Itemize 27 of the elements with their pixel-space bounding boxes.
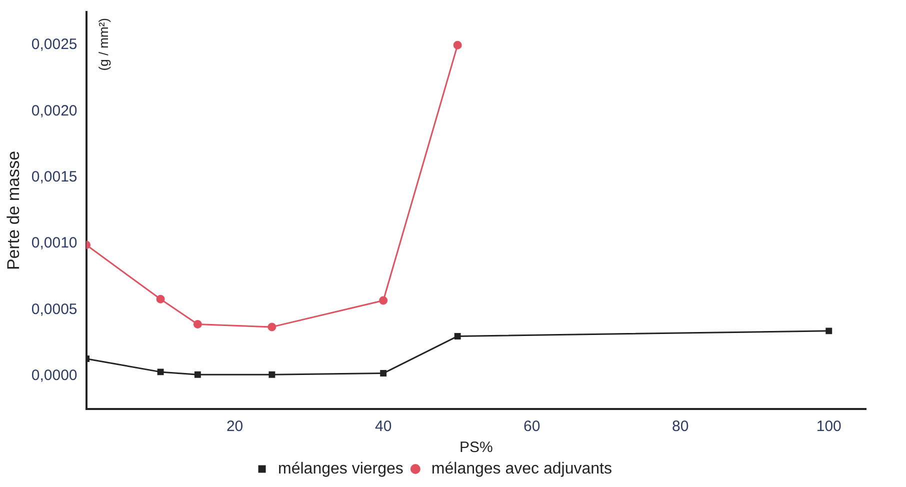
y-tick-label: 0,0010	[31, 234, 78, 252]
legend-label: mélanges vierges	[278, 460, 404, 478]
x-tick-label: 100	[816, 418, 842, 436]
x-tick-label: 80	[672, 418, 689, 436]
legend-label: mélanges avec adjuvants	[431, 460, 612, 478]
x-tick-label: 40	[374, 418, 392, 436]
point	[156, 294, 165, 304]
point	[454, 332, 461, 340]
point	[379, 296, 388, 305]
point	[453, 40, 462, 50]
y-tick-label: 0,0000	[31, 367, 78, 384]
x-axis-title: PS%	[459, 439, 493, 456]
point	[268, 371, 276, 378]
point	[193, 320, 202, 329]
point	[157, 368, 164, 376]
point	[826, 328, 832, 334]
point	[380, 370, 387, 376]
y-tick-label: 0,0025	[31, 36, 78, 54]
y-axis-title: Perte de masse	[4, 150, 23, 270]
y-tick-label: 0,0020	[31, 102, 78, 120]
y-tick-label: 0,0005	[31, 300, 78, 318]
x-tick-label: 20	[226, 418, 244, 436]
annotation: (g / mm²)	[96, 18, 111, 71]
y-tick-label: 0,0015	[31, 168, 78, 186]
x-tick-label: 60	[523, 418, 540, 436]
point	[268, 322, 276, 332]
point	[194, 371, 201, 378]
